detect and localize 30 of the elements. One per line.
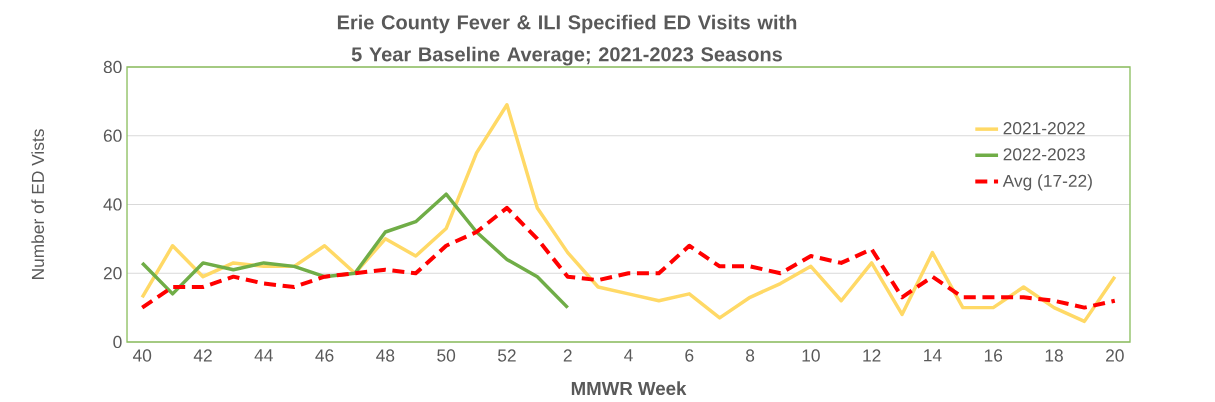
chart-title: Erie County Fever & ILI Specified ED Visits with 5 Year Baseline Average; 2021-2023 Seasons [337,14,797,66]
x-tick-label: 2 [563,349,572,362]
x-tick-label: 16 [984,349,1003,362]
y-tick-label: 0 [113,335,122,349]
x-tick-label: 50 [437,349,456,362]
x-tick-label: 20 [1106,349,1124,362]
legend-label: 2022-2023 [1003,148,1085,161]
line-series [140,192,570,310]
x-tick-label: 14 [924,349,942,362]
x-tick-label: 8 [746,349,755,362]
y-tick-label: 80 [103,60,122,74]
x-tick-label: 44 [254,349,273,362]
line-series [140,103,1117,324]
x-tick-label: 4 [624,349,633,362]
x-tick-label: 12 [863,349,881,362]
legend-label: Avg (17-22) [1002,174,1092,191]
y-tick-label: 60 [103,129,122,142]
y-tick-label: 20 [103,267,122,280]
x-tick-label: 18 [1045,349,1063,362]
y-axis-title: Number of ED Vists [31,129,45,279]
x-tick-label: 42 [193,349,212,362]
legend-label: 2021-2022 [1003,122,1085,135]
x-tick-label: 52 [497,349,516,362]
x-tick-label: 46 [315,349,334,362]
x-tick-label: 40 [132,349,152,362]
x-axis-title: MMWR Week [571,381,687,396]
y-tick-label: 40 [103,198,122,211]
x-tick-label: 48 [376,349,395,362]
x-tick-label: 6 [685,349,694,362]
x-tick-label: 10 [802,349,820,362]
